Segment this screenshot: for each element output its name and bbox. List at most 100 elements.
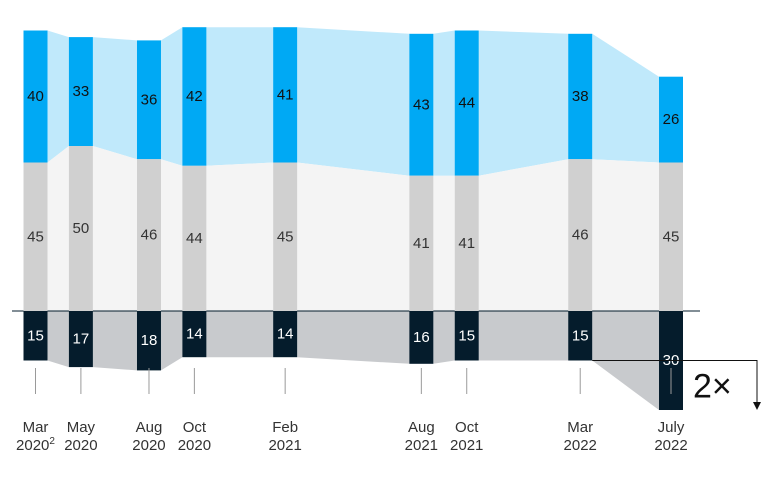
annotation-label: 2×: [693, 367, 732, 405]
tick-label-year-2: 2020: [132, 437, 165, 454]
band-middle-6: [478, 159, 569, 311]
annotation-arrowhead: [753, 402, 761, 410]
value-label-middle-5: 41: [413, 235, 430, 252]
value-label-bottom-5: 16: [413, 329, 430, 346]
bar-top-2: [136, 40, 161, 160]
bar-middle-0: [23, 162, 48, 311]
value-label-top-1: 33: [73, 83, 90, 100]
tick-label-month-7: Mar: [567, 419, 593, 436]
band-top-5: [433, 30, 455, 176]
band-bottom-5: [433, 311, 455, 364]
band-top-6: [478, 30, 569, 176]
tick-label-year-3: 2020: [178, 437, 211, 454]
bar-top-4: [273, 27, 298, 163]
value-label-middle-1: 50: [73, 220, 90, 237]
bar-top-1: [68, 37, 93, 146]
bar-top-6: [454, 30, 479, 176]
bar-top-0: [23, 30, 48, 163]
bar-bottom-6: [454, 311, 479, 361]
change-annotation: 2×: [592, 360, 761, 410]
tick-label-month-0: Mar: [23, 419, 49, 436]
value-label-top-6: 44: [458, 95, 475, 112]
band-middle-4: [297, 162, 410, 311]
band-top-1: [92, 37, 137, 160]
bar-top-5: [409, 33, 434, 176]
connector-bands: [12, 27, 700, 410]
band-middle-7: [592, 159, 659, 311]
value-label-top-4: 41: [277, 86, 294, 103]
tick-label-year-5: 2021: [405, 437, 438, 454]
value-label-top-2: 36: [141, 91, 158, 108]
bar-middle-6: [454, 175, 479, 311]
bar-middle-2: [136, 159, 161, 311]
value-label-top-3: 42: [186, 88, 203, 105]
annotation-bracket: [592, 360, 758, 403]
band-middle-2: [160, 159, 183, 311]
band-bottom-4: [297, 311, 410, 364]
tick-label-month-5: Aug: [408, 419, 435, 436]
bar-bottom-0: [23, 311, 48, 361]
band-top-3: [206, 27, 274, 166]
band-bottom-0: [47, 311, 69, 368]
band-bottom-2: [160, 311, 183, 371]
value-label-bottom-7: 15: [572, 327, 589, 344]
value-label-bottom-0: 15: [27, 327, 44, 344]
value-label-top-8: 26: [663, 111, 680, 128]
bar-top-3: [182, 27, 207, 166]
band-bottom-3: [206, 311, 274, 358]
band-bottom-1: [92, 311, 137, 371]
bar-bottom-4: [273, 311, 298, 358]
value-label-top-5: 43: [413, 96, 430, 113]
bar-middle-1: [68, 146, 93, 311]
bar-middle-4: [273, 162, 298, 311]
band-top-7: [592, 33, 659, 163]
bar-middle-7: [568, 159, 593, 311]
value-label-middle-2: 46: [141, 227, 158, 244]
band-middle-5: [433, 175, 455, 311]
bar-middle-3: [182, 165, 207, 311]
value-label-bottom-4: 14: [277, 326, 294, 343]
bar-bottom-3: [182, 311, 207, 358]
value-label-bottom-3: 14: [186, 326, 203, 343]
value-label-bottom-2: 18: [141, 332, 158, 349]
bar-middle-5: [409, 175, 434, 311]
tick-label-month-3: Oct: [183, 419, 207, 436]
value-label-bottom-6: 15: [458, 327, 475, 344]
value-label-middle-3: 44: [186, 230, 203, 247]
tick-label-month-8: July: [658, 419, 685, 436]
bar-top-8: [659, 76, 683, 163]
bar-bottom-5: [409, 311, 434, 364]
value-label-top-0: 40: [27, 88, 44, 105]
value-label-bottom-1: 17: [73, 331, 90, 348]
band-top-4: [297, 27, 410, 176]
band-middle-3: [206, 162, 274, 311]
footnote-marker: 2: [49, 436, 55, 447]
tick-label-month-4: Feb: [272, 419, 298, 436]
tick-label-month-2: Aug: [136, 419, 163, 436]
tick-label-year-8: 2022: [654, 437, 687, 454]
tick-label-year-6: 2021: [450, 437, 483, 454]
tick-label-month-6: Oct: [455, 419, 479, 436]
bars: 40 45 15 33 50 17 36 46 18 42 44 14 41 45 14 43 41 16 44 41…: [23, 27, 683, 410]
band-top-0: [47, 30, 69, 163]
tick-label-year-0: 20202: [16, 436, 55, 454]
tick-label-month-1: May: [67, 419, 96, 436]
bar-bottom-2: [136, 311, 161, 371]
bar-top-7: [568, 33, 593, 160]
value-label-middle-8: 45: [663, 228, 680, 245]
tick-label-year-4: 2021: [268, 437, 301, 454]
value-label-middle-6: 41: [458, 235, 475, 252]
value-label-middle-7: 46: [572, 227, 589, 244]
band-middle-0: [47, 146, 69, 311]
bar-bottom-1: [68, 311, 93, 368]
bar-middle-8: [659, 162, 683, 311]
band-bottom-6: [478, 311, 569, 361]
tick-label-year-1: 2020: [64, 437, 97, 454]
value-label-middle-4: 45: [277, 228, 294, 245]
band-middle-1: [92, 146, 137, 311]
tick-label-year-7: 2022: [564, 437, 597, 454]
x-axis-ticks: Mar20202May2020Aug2020Oct2020Feb2021Aug2…: [16, 368, 688, 454]
value-label-top-7: 38: [572, 88, 589, 105]
band-top-2: [160, 27, 183, 166]
